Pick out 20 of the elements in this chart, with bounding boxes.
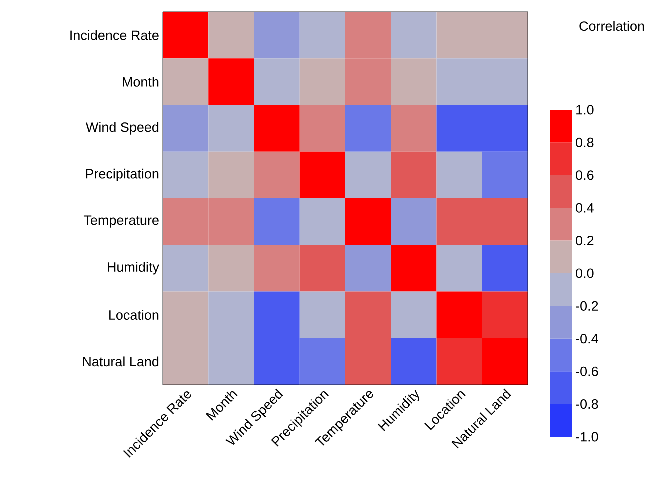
color-bar-title: Correlation bbox=[580, 21, 644, 32]
color-bar-label: 0.2 bbox=[576, 236, 594, 246]
color-bar-label: -0.8 bbox=[576, 400, 598, 410]
y-tick-label: Precipitation bbox=[86, 168, 159, 182]
y-tick-label: Humidity bbox=[108, 262, 160, 275]
y-tick-label: Incidence Rate bbox=[70, 30, 159, 40]
y-tick-label: Location bbox=[110, 310, 159, 320]
color-bar-label: 1.0 bbox=[576, 105, 594, 115]
color-bar-label: -0.6 bbox=[576, 366, 598, 376]
color-bar-label: 0.8 bbox=[576, 138, 594, 148]
y-tick-label: Natural Land bbox=[83, 356, 159, 367]
color-bar-label: -0.2 bbox=[576, 301, 598, 311]
color-bar-label: -1.0 bbox=[576, 432, 598, 442]
color-bar-label: 0.0 bbox=[576, 268, 594, 278]
y-tick-label: Month bbox=[123, 76, 159, 87]
color-bar-label: -0.4 bbox=[576, 334, 598, 344]
y-tick-label: Wind Speed bbox=[86, 122, 159, 135]
color-bar-label: 0.6 bbox=[576, 170, 594, 180]
color-bar-label: 0.4 bbox=[576, 203, 594, 213]
y-tick-label: Temperature bbox=[84, 216, 159, 228]
